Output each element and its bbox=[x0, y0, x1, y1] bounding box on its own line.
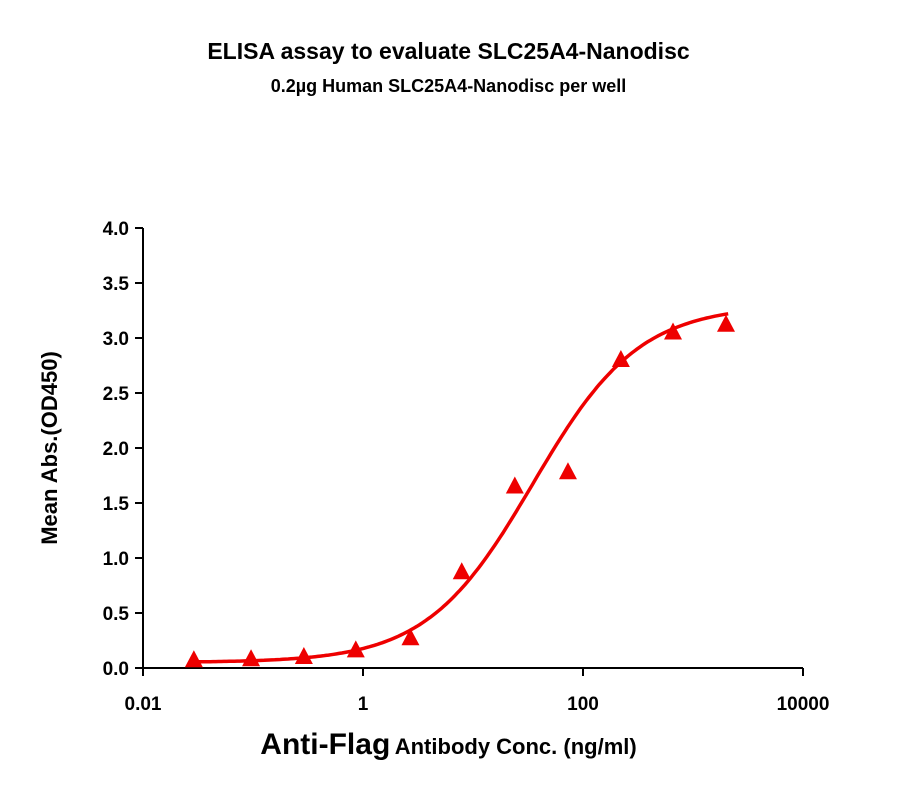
data-point-triangle bbox=[452, 562, 471, 580]
data-point-triangle bbox=[401, 628, 420, 646]
y-tick-label: 3.0 bbox=[103, 329, 129, 350]
data-point-triangle bbox=[558, 462, 577, 480]
y-tick-label: 4.0 bbox=[103, 219, 129, 240]
y-tick-label: 2.0 bbox=[103, 439, 129, 460]
x-axis-label: Anti-Flag Antibody Conc. (ng/ml) bbox=[0, 728, 897, 762]
data-point-triangle bbox=[242, 649, 261, 667]
fit-curve bbox=[191, 312, 729, 664]
y-tick-label: 1.5 bbox=[103, 494, 130, 515]
data-point-triangle bbox=[294, 647, 313, 664]
data-point-triangle bbox=[346, 640, 365, 658]
x-axis-label-main: Anti-Flag bbox=[260, 728, 391, 761]
x-tick-label: 10000 bbox=[777, 694, 830, 715]
chart-title: ELISA assay to evaluate SLC25A4-Nanodisc bbox=[207, 38, 690, 64]
x-tick-label: 100 bbox=[567, 694, 599, 715]
y-tick-label: 2.5 bbox=[103, 384, 130, 405]
x-tick-label: 0.01 bbox=[125, 694, 162, 715]
y-axis-label: Mean Abs.(OD450) bbox=[37, 351, 62, 545]
y-tick-label: 1.0 bbox=[103, 549, 129, 570]
chart-subtitle: 0.2µg Human SLC25A4-Nanodisc per well bbox=[270, 76, 627, 96]
x-axis-label-rest: Antibody Conc. (ng/ml) bbox=[394, 734, 637, 759]
x-tick-label: 1 bbox=[358, 694, 369, 715]
y-tick-label: 0.5 bbox=[103, 604, 130, 625]
y-tick-label: 0.0 bbox=[103, 659, 129, 680]
data-point-triangle bbox=[505, 476, 524, 494]
data-point-triangle bbox=[184, 650, 203, 668]
y-tick-label: 3.5 bbox=[103, 274, 130, 295]
data-point-triangle bbox=[611, 350, 630, 367]
data-point-triangle bbox=[716, 314, 735, 332]
data-point-triangle bbox=[664, 322, 683, 340]
